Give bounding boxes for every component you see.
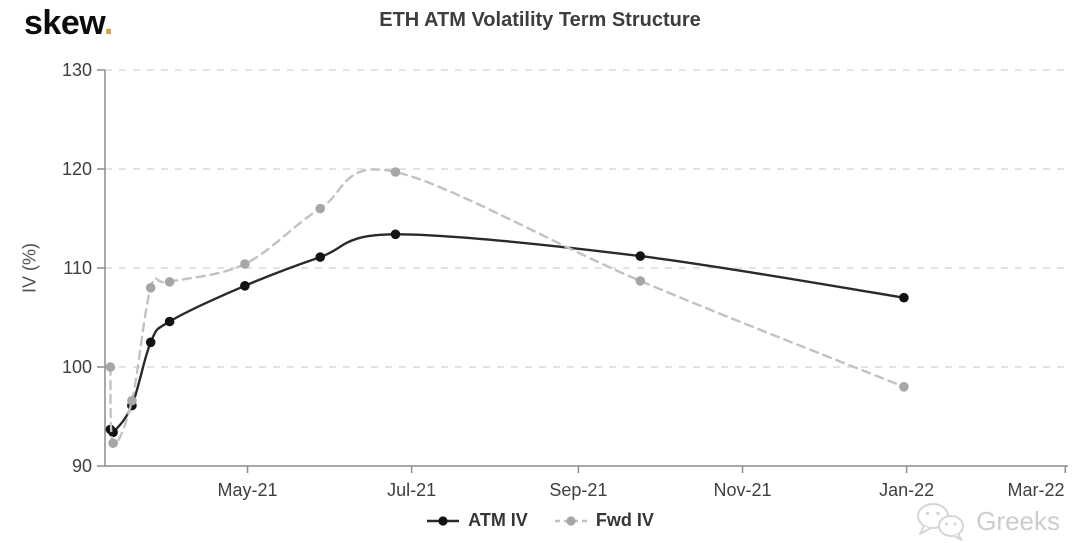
data-point-fwd-iv[interactable] [127, 395, 137, 406]
chart-title: ETH ATM Volatility Term Structure [379, 9, 701, 31]
legend-label: Fwd IV [595, 510, 654, 530]
series-line-fwd-iv [109, 168, 906, 446]
series-line-atm-iv [109, 233, 906, 435]
y-tick-label: 90 [72, 456, 92, 476]
x-tick-label: Jul-21 [387, 480, 436, 500]
x-tick-label: Jan-22 [879, 480, 934, 500]
legend-item-atm-iv[interactable]: ATM IV [426, 510, 528, 531]
legend-marker-atm-iv [427, 515, 460, 526]
skew-logo-text: skew [24, 4, 104, 42]
data-point-fwd-iv[interactable] [315, 203, 326, 214]
y-tick-label: 100 [62, 357, 92, 377]
data-point-atm-iv[interactable] [635, 251, 646, 261]
data-point-atm-iv[interactable] [240, 281, 250, 291]
skew-logo-dot: . [103, 4, 113, 42]
data-point-fwd-iv[interactable] [635, 276, 646, 286]
y-tick-label: 120 [62, 159, 92, 179]
x-tick-label: Sep-21 [549, 480, 607, 500]
data-point-fwd-iv[interactable] [899, 382, 909, 392]
data-point-atm-iv[interactable] [315, 252, 326, 262]
data-point-atm-iv[interactable] [108, 427, 118, 438]
legend-label: ATM IV [468, 510, 528, 530]
skew-logo[interactable]: skew. [24, 1, 113, 45]
data-point-atm-iv[interactable] [899, 292, 909, 303]
x-tick-label: Nov-21 [714, 480, 772, 500]
data-point-fwd-iv[interactable] [240, 259, 250, 269]
data-point-atm-iv[interactable] [164, 316, 175, 327]
data-point-fwd-iv[interactable] [164, 277, 175, 287]
data-point-atm-iv[interactable] [145, 337, 156, 348]
legend: ATM IV Fwd IV [0, 510, 1080, 531]
watermark: Greeks [913, 501, 1060, 541]
y-tick-label: 130 [62, 60, 92, 80]
data-point-fwd-iv[interactable] [105, 362, 116, 372]
data-point-fwd-iv[interactable] [390, 167, 401, 177]
data-point-fwd-iv[interactable] [145, 283, 156, 293]
x-tick-label: Mar-22 [1007, 480, 1064, 500]
legend-marker-fwd-iv [554, 515, 587, 526]
watermark-text: Greeks [976, 505, 1060, 536]
x-tick-label: May-21 [218, 480, 278, 500]
data-point-atm-iv[interactable] [390, 229, 401, 240]
data-point-fwd-iv[interactable] [108, 438, 118, 449]
legend-item-fwd-iv[interactable]: Fwd IV [554, 510, 654, 531]
wechat-icon [917, 503, 965, 541]
y-tick-label: 110 [63, 258, 92, 278]
y-axis-title: IV (%) [19, 242, 40, 294]
